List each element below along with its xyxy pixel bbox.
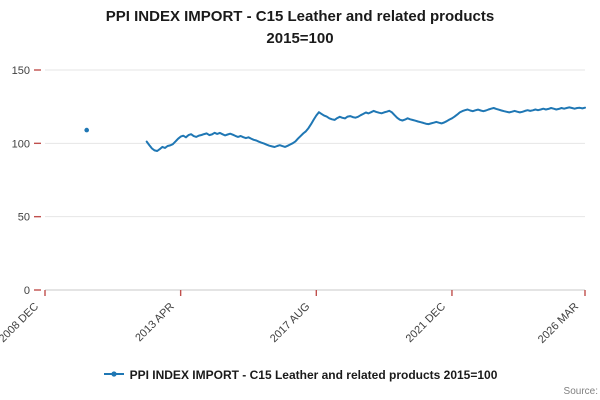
svg-text:2008 DEC: 2008 DEC — [0, 301, 41, 345]
legend[interactable]: PPI INDEX IMPORT - C15 Leather and relat… — [0, 366, 600, 384]
chart-title-line1: PPI INDEX IMPORT - C15 Leather and relat… — [105, 8, 495, 25]
svg-text:0: 0 — [24, 285, 30, 297]
plot-area: 0 50 100 150 2008 DEC 2013 APR 2017 AUG 2021 DE… — [0, 65, 586, 346]
svg-text:150: 150 — [12, 65, 30, 77]
svg-text:2026 MAR: 2026 MAR — [536, 301, 581, 346]
chart-title-line2: 2015=100 — [266, 29, 334, 47]
legend-line-marker — [103, 366, 125, 384]
svg-text:2013 APR: 2013 APR — [133, 301, 177, 345]
source-label: Source: — [563, 386, 598, 397]
svg-text:100: 100 — [12, 138, 30, 150]
svg-text:2017 AUG: 2017 AUG — [268, 301, 312, 345]
chart-title: PPI INDEX IMPORT - C15 Leather and relat… — [0, 6, 600, 50]
legend-label: PPI INDEX IMPORT - C15 Leather and relat… — [129, 368, 498, 382]
svg-text:2021 DEC: 2021 DEC — [404, 301, 448, 345]
svg-text:50: 50 — [18, 212, 30, 224]
